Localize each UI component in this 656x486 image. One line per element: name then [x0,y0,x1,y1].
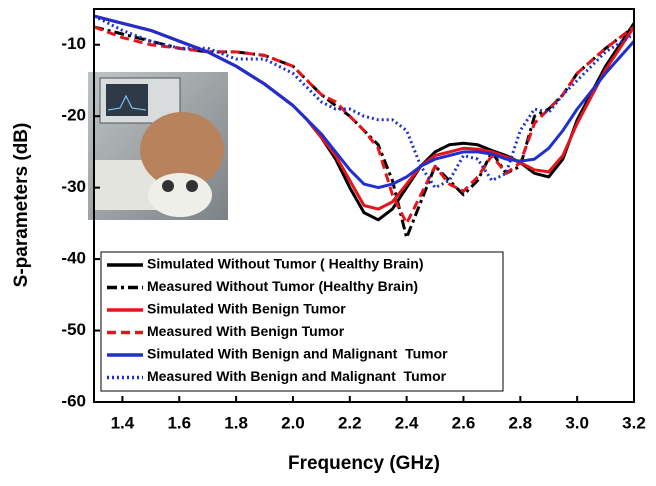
x-tick-label: 2.8 [508,413,532,432]
y-tick-label: -20 [61,106,86,125]
x-tick-label: 1.8 [224,413,248,432]
x-axis-label: Frequency (GHz) [288,453,440,474]
y-axis-label: S-parameters (dB) [11,123,32,288]
x-tick-label: 3.2 [622,413,646,432]
x-tick-label: 1.6 [167,413,191,432]
legend-label: Measured With Benign Tumor [147,323,345,339]
x-tick-label: 3.0 [565,413,589,432]
x-tick-label: 2.6 [452,413,476,432]
x-tick-label: 2.4 [395,413,419,432]
y-tick-label: -60 [61,391,86,410]
y-tick-label: -10 [61,34,86,53]
y-tick-label: -30 [61,177,86,196]
chart: Frequency (GHz) S-parameters (dB) 1.4 1.6… [0,0,656,481]
y-tick-label: -40 [61,249,86,268]
legend-label: Measured With Benign and Malignant Tumor [147,368,447,384]
legend-label: Simulated Without Tumor ( Healthy Brain) [147,256,424,272]
legend-label: Simulated With Benign and Malignant Tumo… [147,346,448,362]
x-tick-label: 2.0 [281,413,305,432]
legend-label: Measured Without Tumor (Healthy Brain) [147,278,418,294]
inset-photo [88,72,228,220]
legend-label: Simulated With Benign Tumor [147,301,346,317]
x-tick-label: 2.2 [338,413,362,432]
y-tick-label: -50 [61,320,86,339]
x-tick-label: 1.4 [111,413,135,432]
